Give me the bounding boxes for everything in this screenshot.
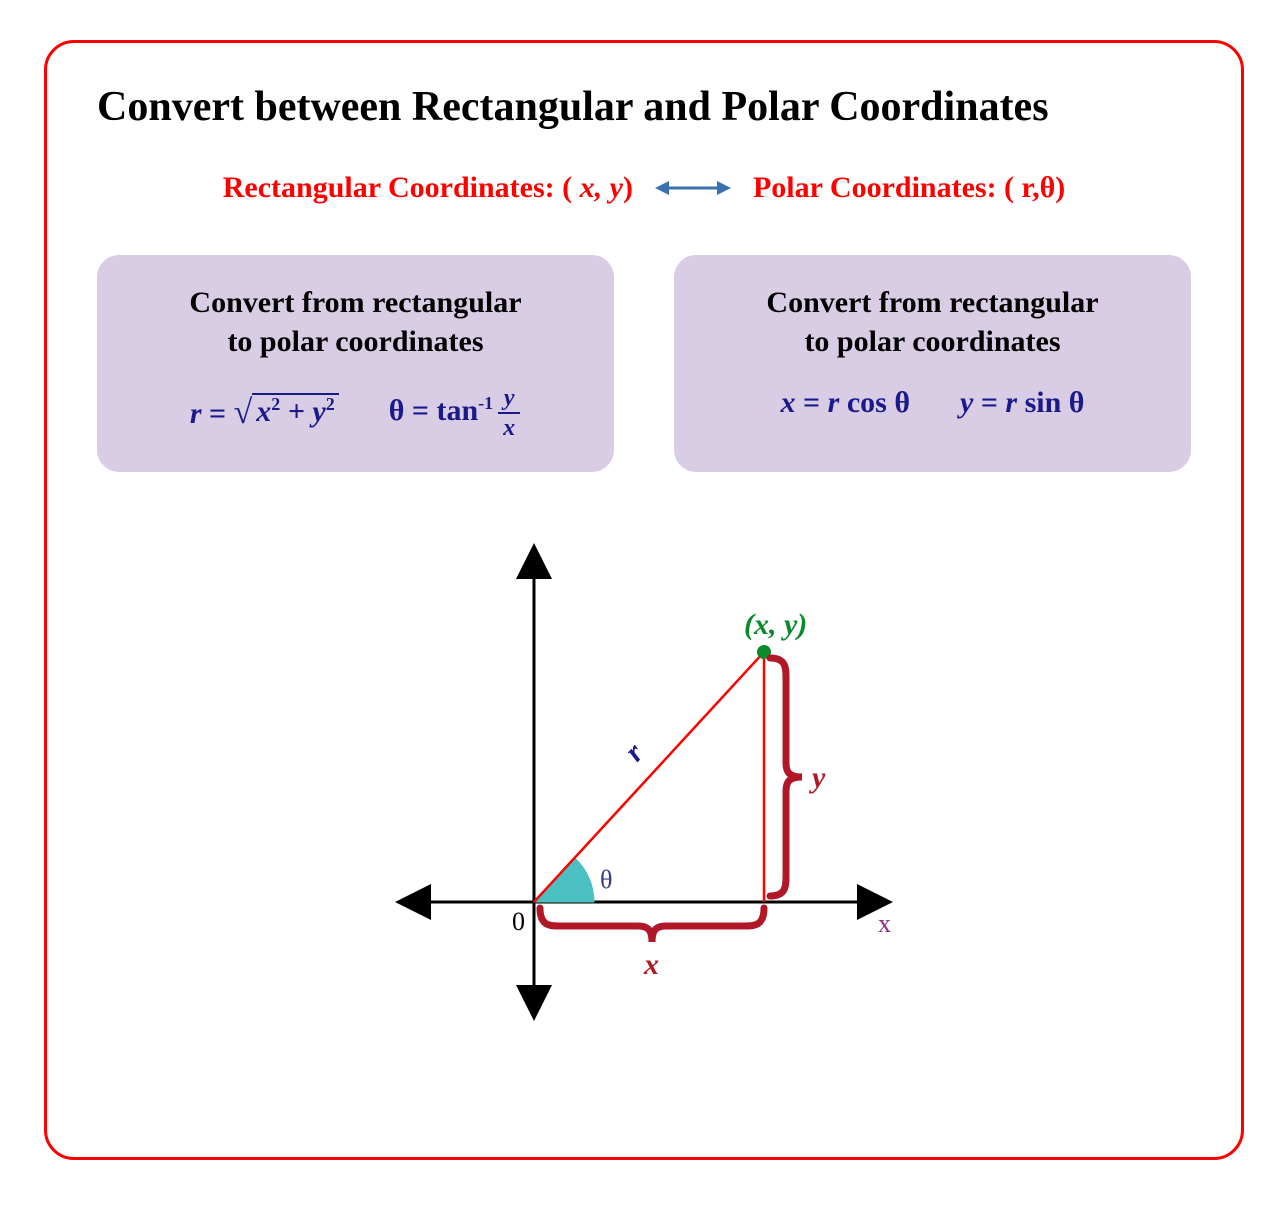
formula-r-lhs: r [190,397,202,430]
box-left-title-1: Convert from rectangular [189,286,521,319]
subtitle-left: Rectangular Coordinates: ( x, y) [223,171,633,205]
coordinate-diagram: (x, y) r θ 0 x y x [364,532,924,1032]
main-frame: Convert between Rectangular and Polar Co… [44,40,1244,1160]
subtitle-left-close: ) [623,171,633,204]
formula-theta-den: x [497,414,521,440]
formula-theta-sup: -1 [478,393,493,413]
box-right-title-2: to polar coordinates [804,325,1060,358]
subtitle-left-vars: x, y [572,171,623,204]
svg-text:(x, y): (x, y) [744,608,807,641]
formula-y: y = r sin θ [960,386,1084,420]
box-right-title-1: Convert from rectangular [766,286,1098,319]
svg-text:x: x [878,909,891,938]
svg-text:θ: θ [600,865,612,894]
svg-text:x: x [643,948,659,981]
subtitle-row: Rectangular Coordinates: ( x, y) Polar C… [97,171,1191,205]
double-arrow-icon [653,176,733,200]
box-left-title: Convert from rectangular to polar coordi… [127,283,584,361]
page-title: Convert between Rectangular and Polar Co… [97,83,1191,131]
formula-theta-lhs: θ = tan [389,394,478,427]
box-left-title-2: to polar coordinates [227,325,483,358]
formula-theta-num: y [498,386,521,414]
formula-boxes: Convert from rectangular to polar coordi… [97,255,1191,472]
formula-r-eq: = [202,397,234,430]
subtitle-right: Polar Coordinates: ( r,θ) [753,171,1065,205]
box-right-formulas: x = r cos θ y = r sin θ [704,386,1161,420]
formula-r-body: x2 + y2 [256,395,334,428]
subtitle-left-label: Rectangular Coordinates: ( [223,171,572,204]
diagram-container: (x, y) r θ 0 x y x [97,532,1191,1032]
box-right-title: Convert from rectangular to polar coordi… [704,283,1161,361]
formula-theta: θ = tan-1yx [389,386,521,440]
box-left-formulas: r = √x2 + y2 θ = tan-1yx [127,386,584,440]
svg-text:0: 0 [512,907,525,936]
formula-x: x = r cos θ [781,386,910,420]
svg-text:r: r [618,737,650,768]
box-polar-to-rect: Convert from rectangular to polar coordi… [674,255,1191,472]
formula-r: r = √x2 + y2 [190,394,339,432]
svg-text:y: y [809,761,826,794]
box-rect-to-polar: Convert from rectangular to polar coordi… [97,255,614,472]
